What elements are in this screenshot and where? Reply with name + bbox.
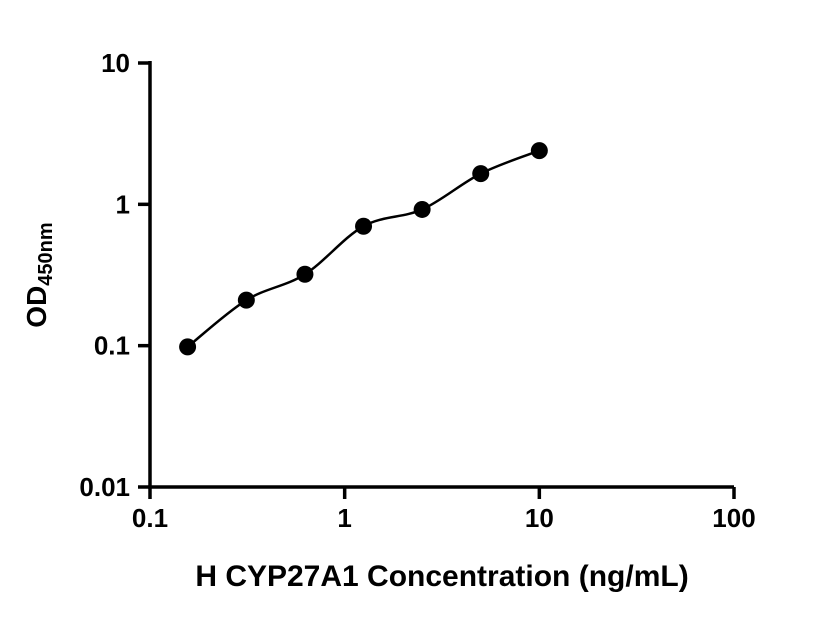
y-tick-label: 0.01 xyxy=(79,472,130,502)
data-point xyxy=(530,142,548,160)
x-tick-label: 1 xyxy=(337,503,351,533)
y-tick-label: 1 xyxy=(116,189,130,219)
data-point xyxy=(237,291,255,309)
fit-curve xyxy=(186,149,540,348)
x-tick-label: 10 xyxy=(525,503,554,533)
x-tick-label: 100 xyxy=(712,503,755,533)
data-point xyxy=(472,165,490,183)
data-point xyxy=(355,217,373,235)
y-axis-title: OD450nm xyxy=(21,222,57,327)
y-tick-label: 0.1 xyxy=(94,331,130,361)
y-axis-title-sub: 450nm xyxy=(35,222,57,285)
y-axis-title-main: OD xyxy=(21,286,52,328)
data-point xyxy=(179,338,197,356)
data-point xyxy=(413,200,431,218)
x-tick-label: 0.1 xyxy=(132,503,168,533)
x-axis-title: H CYP27A1 Concentration (ng/mL) xyxy=(195,560,688,593)
y-tick-label: 10 xyxy=(101,48,130,78)
data-point xyxy=(296,265,314,283)
